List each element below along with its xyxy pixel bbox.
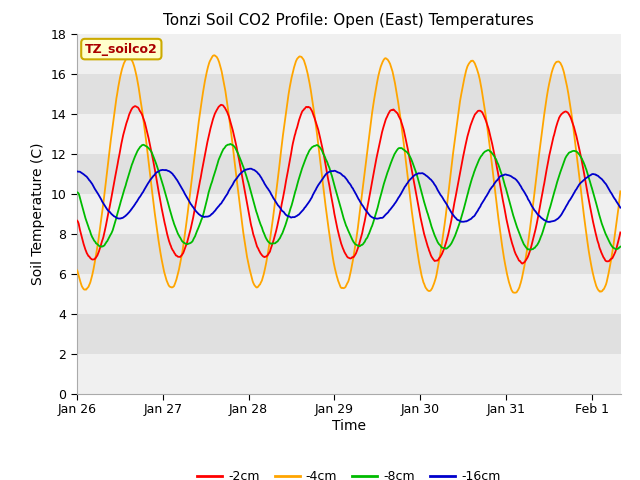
Y-axis label: Soil Temperature (C): Soil Temperature (C) bbox=[31, 143, 45, 285]
Bar bbox=[77, 154, 621, 193]
Bar bbox=[77, 234, 621, 274]
Bar bbox=[77, 313, 621, 354]
Bar bbox=[77, 193, 621, 234]
Title: Tonzi Soil CO2 Profile: Open (East) Temperatures: Tonzi Soil CO2 Profile: Open (East) Temp… bbox=[163, 13, 534, 28]
Bar bbox=[77, 73, 621, 114]
Bar bbox=[77, 34, 621, 73]
X-axis label: Time: Time bbox=[332, 419, 366, 433]
Bar bbox=[77, 114, 621, 154]
Legend: -2cm, -4cm, -8cm, -16cm: -2cm, -4cm, -8cm, -16cm bbox=[192, 465, 506, 480]
Bar bbox=[77, 274, 621, 313]
Text: TZ_soilco2: TZ_soilco2 bbox=[85, 43, 157, 56]
Bar bbox=[77, 354, 621, 394]
